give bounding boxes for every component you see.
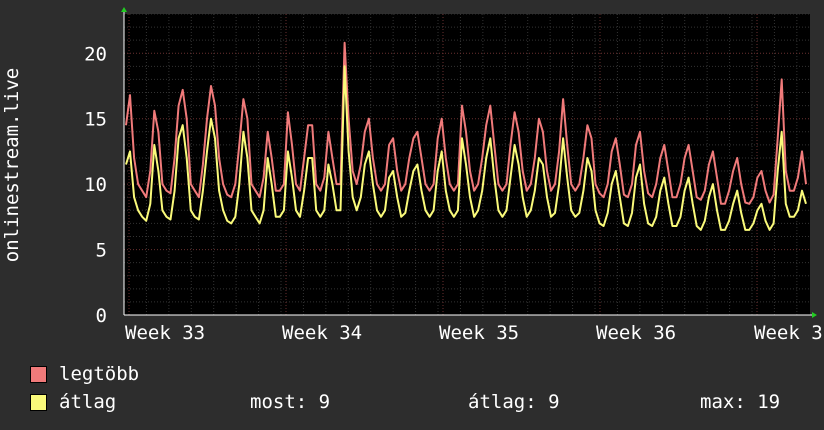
legend-swatch-avg bbox=[30, 393, 47, 411]
y-tick-label: 0 bbox=[96, 305, 107, 327]
y-tick-label: 5 bbox=[96, 240, 107, 262]
legend-label-max: legtöbb bbox=[59, 363, 140, 385]
stat-max: max: 19 bbox=[700, 391, 781, 413]
y-tick-labels: 0 5 10 15 20 bbox=[84, 43, 107, 327]
stat-now: most: 9 bbox=[250, 391, 331, 413]
y-axis-arrow bbox=[121, 7, 127, 12]
y-tick-label: 10 bbox=[84, 174, 107, 196]
x-tick-label: Week 36 bbox=[596, 322, 676, 344]
x-tick-label: Week 35 bbox=[439, 322, 519, 344]
y-tick-label: 15 bbox=[84, 109, 107, 131]
series-group bbox=[125, 41, 807, 231]
x-tick-labels: Week 33 Week 34 Week 35 Week 36 Week 3 bbox=[125, 322, 823, 344]
x-tick-label: Week 3 bbox=[754, 322, 823, 344]
series-line-max bbox=[125, 41, 807, 205]
x-tick-label: Week 34 bbox=[282, 322, 362, 344]
legend-swatch-max bbox=[30, 365, 47, 383]
stat-average: átlag: 9 bbox=[468, 391, 560, 413]
legend-item-avg: átlag bbox=[30, 391, 116, 413]
y-axis-label: onlinestream.live bbox=[1, 67, 23, 263]
y-tick-label: 20 bbox=[84, 43, 107, 65]
legend-label-avg: átlag bbox=[59, 391, 117, 413]
x-axis-arrow bbox=[812, 312, 817, 318]
x-tick-label: Week 33 bbox=[125, 322, 205, 344]
series-line-avg bbox=[125, 65, 807, 231]
y-axis-label-wrap: onlinestream.live bbox=[0, 0, 24, 340]
axes bbox=[121, 7, 817, 318]
legend-item-max: legtöbb bbox=[30, 363, 139, 385]
